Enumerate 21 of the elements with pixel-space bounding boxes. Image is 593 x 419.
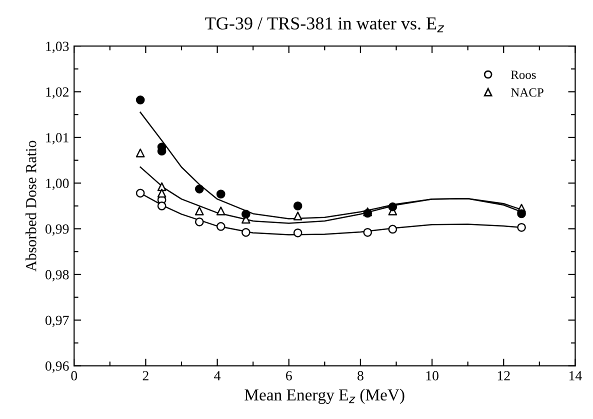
y-tick-label: 1,00 (46, 178, 69, 190)
legend-label: Roos (510, 70, 536, 79)
y-axis-title: Absorbed Dose Ratio (26, 140, 36, 272)
y-tick-label: 1,03 (46, 42, 69, 54)
x-tick-label: 4 (214, 371, 221, 380)
y-tick-label: 0,96 (45, 361, 69, 373)
legend-label: NACP (510, 88, 544, 97)
y-tick-label: 0,98 (45, 270, 69, 282)
y-tick-label: 1,02 (46, 87, 68, 99)
y-tick-label: 0,97 (45, 316, 69, 328)
x-tick-label: 12 (498, 371, 510, 380)
x-tick-label: 14 (569, 371, 582, 380)
y-tick-label: 1,01 (46, 133, 68, 144)
x-tick-label: 0 (71, 371, 78, 380)
x-tick-label: 8 (358, 371, 364, 380)
x-axis-title: Mean Energy E$_{z}$ (MeV) (244, 388, 404, 404)
chart-title: TG-39 / TRS-381 in water vs. E$_{z}$ (205, 17, 444, 32)
x-tick-label: 2 (142, 371, 148, 380)
y-tick-label: 0,99 (45, 224, 69, 236)
x-tick-label: 10 (426, 371, 438, 380)
x-tick-label: 6 (286, 371, 292, 380)
